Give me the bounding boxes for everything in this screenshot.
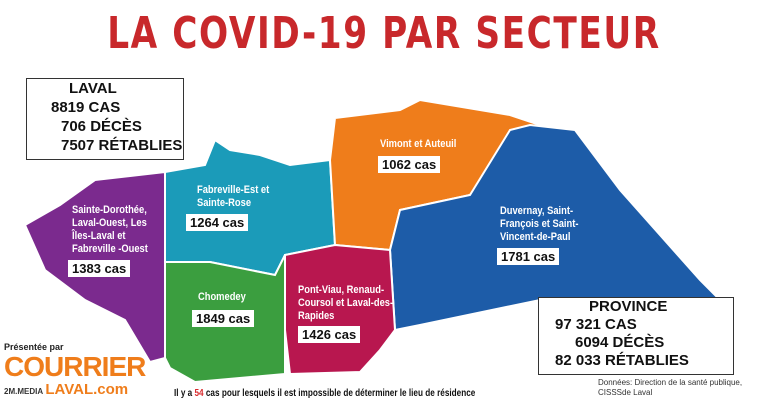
sector-label: Sainte-Dorothée, Laval-Ouest, Les Îles-L… (72, 204, 148, 255)
province-heading: PROVINCE (589, 298, 668, 315)
sector-count: 1383 cas (68, 260, 131, 277)
brand-network: 2M.MEDIA (4, 387, 44, 396)
footnote-number: 54 (194, 387, 204, 399)
province-retablies: 82 033 RÉTABLIES (555, 352, 689, 369)
footnote-pre: Il y a (174, 387, 195, 399)
footnote: Il y a 54 cas pour lesquels il est impos… (174, 387, 475, 399)
footnote-post: cas pour lesquels il est impossible de d… (203, 387, 476, 399)
sector-count: 1426 cas (298, 326, 361, 343)
province-deces: 6094 DÉCÈS (575, 334, 665, 351)
sector-count: 1264 cas (186, 214, 249, 231)
brand-laval: LAVAL.com (45, 381, 129, 398)
laval-deces: 706 DÉCÈS (61, 118, 142, 135)
sector-count: 1781 cas (497, 248, 560, 265)
sector-label: Chomedey (198, 291, 246, 303)
brand-courrier: COURRIER (4, 351, 146, 382)
sponsor-logo[interactable]: Présentée par COURRIER 2M.MEDIA LAVAL.co… (4, 342, 146, 400)
sector-label: Vimont et Auteuil (380, 138, 457, 150)
laval-totals: LAVAL 8819 CAS 706 DÉCÈS 7507 RÉTABLIES (26, 78, 184, 160)
laval-retablies: 7507 RÉTABLIES (61, 137, 183, 154)
presented-by: Présentée par (4, 342, 64, 352)
laval-cas: 8819 CAS (51, 99, 121, 116)
sector-count: 1849 cas (192, 310, 255, 327)
sector-label: Duvernay, Saint-François et Saint-Vincen… (500, 205, 579, 243)
sector-count: 1062 cas (378, 156, 441, 173)
province-totals: PROVINCE 97 321 CAS 6094 DÉCÈS 82 033 RÉ… (538, 297, 734, 375)
sector-label: Pont-Viau, Renaud-Coursol et Laval-des-R… (298, 284, 394, 322)
source-note: Données: Direction de la santé publique,… (598, 378, 743, 397)
sector-label: Fabreville-Est et Sainte-Rose (197, 184, 270, 209)
laval-heading: LAVAL (69, 80, 117, 97)
province-cas: 97 321 CAS (555, 316, 637, 333)
page-title: LA COVID-19 PAR SECTEUR (107, 8, 661, 59)
